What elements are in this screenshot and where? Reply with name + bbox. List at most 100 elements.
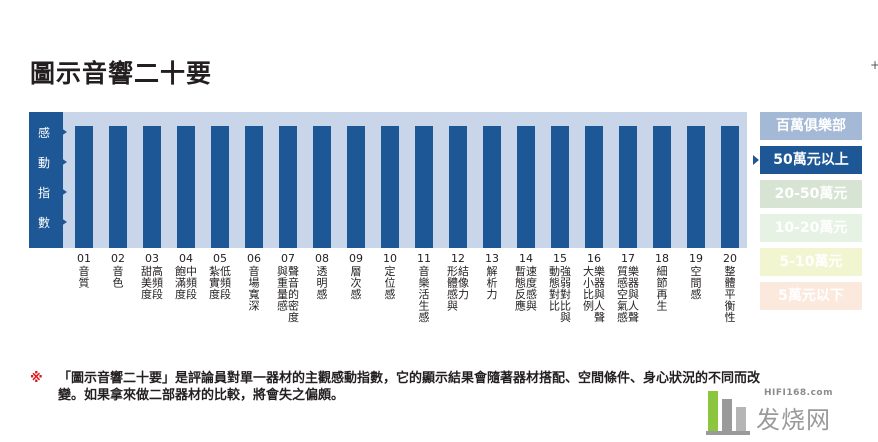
legend-item: 5-10萬元 bbox=[760, 248, 862, 276]
bar bbox=[687, 126, 705, 248]
category-label: 音質 bbox=[79, 264, 90, 290]
bar bbox=[619, 126, 637, 248]
category-number: 12 bbox=[451, 252, 465, 265]
y-axis-label-char: 數 bbox=[38, 216, 50, 230]
watermark: HIFI168.com 发烧网 bbox=[706, 385, 876, 440]
category-number: 04 bbox=[179, 252, 193, 265]
category-label: 暫態反應 bbox=[515, 264, 526, 313]
category-number: 13 bbox=[485, 252, 499, 265]
category-label: 樂器與人聲 bbox=[628, 264, 639, 324]
bar bbox=[279, 126, 297, 248]
bar bbox=[483, 126, 501, 248]
category-number: 10 bbox=[383, 252, 397, 265]
category-number: 19 bbox=[689, 252, 703, 265]
legend-active-marker-icon bbox=[753, 155, 759, 165]
category-number: 16 bbox=[587, 252, 601, 265]
category-label: 大小比例 bbox=[583, 264, 594, 313]
y-axis-label-char: 感 bbox=[38, 125, 50, 140]
category-label: 低頻段 bbox=[220, 265, 231, 301]
page-title: 圖示音響二十要 bbox=[30, 59, 213, 88]
bar bbox=[653, 126, 671, 248]
category-number: 15 bbox=[553, 252, 567, 265]
category-label: 動態對比 bbox=[549, 264, 560, 313]
legend: 百萬俱樂部 50萬元以上 20-50萬元 10-20萬元 5-10萬元 5萬元以下 bbox=[753, 112, 862, 316]
category-number: 17 bbox=[621, 252, 635, 265]
footnote-text: 「圖示音響二十要」是評論員對單一器材的主觀感動指數，它的顯示結果會隨著器材搭配、… bbox=[58, 371, 761, 403]
category-label: 中頻段 bbox=[186, 265, 197, 301]
category-number: 20 bbox=[723, 252, 737, 265]
category-number: 09 bbox=[349, 252, 363, 265]
bar bbox=[449, 126, 467, 248]
category-label: 透明感 bbox=[317, 265, 328, 301]
category-number: 02 bbox=[111, 252, 125, 265]
category-label: 層次感 bbox=[351, 265, 362, 301]
legend-label: 5萬元以下 bbox=[778, 288, 844, 304]
legend-item: 50萬元以上 bbox=[753, 146, 862, 174]
bar bbox=[109, 126, 127, 248]
category-number: 07 bbox=[281, 252, 295, 265]
category-label: 形體感與 bbox=[447, 265, 458, 313]
bar bbox=[415, 126, 433, 248]
watermark-url: HIFI168.com bbox=[764, 388, 833, 398]
y-axis-tick-arrow bbox=[61, 128, 67, 136]
bar bbox=[143, 126, 161, 248]
legend-label: 20-50萬元 bbox=[774, 186, 848, 202]
category-number: 05 bbox=[213, 252, 227, 265]
bar bbox=[721, 126, 739, 248]
category-label: 速度感與 bbox=[526, 265, 537, 313]
category-number: 14 bbox=[519, 252, 533, 265]
legend-item: 20-50萬元 bbox=[760, 180, 862, 208]
category-label: 高頻段 bbox=[152, 264, 163, 301]
note-mark-icon: ※ bbox=[30, 371, 43, 386]
category-number: 01 bbox=[77, 252, 91, 265]
y-axis-label-char: 指 bbox=[38, 185, 50, 200]
y-axis-band bbox=[29, 112, 63, 248]
watermark-text: 发烧网 bbox=[756, 406, 831, 434]
category-label: 飽滿度 bbox=[175, 264, 186, 301]
category-label: 細節再生 bbox=[657, 265, 668, 313]
category-label: 甜美度 bbox=[141, 265, 152, 301]
bar bbox=[313, 126, 331, 248]
legend-label: 50萬元以上 bbox=[773, 152, 849, 168]
category-label: 音場寬深 bbox=[249, 264, 260, 313]
bar bbox=[551, 126, 569, 248]
category-label: 音色 bbox=[113, 264, 124, 290]
bar bbox=[75, 126, 93, 248]
category-label: 強弱對比與 bbox=[560, 265, 571, 324]
y-axis-tick-arrow bbox=[61, 188, 67, 196]
legend-item: 5萬元以下 bbox=[760, 282, 862, 310]
category-number: 11 bbox=[417, 252, 431, 265]
legend-item: 百萬俱樂部 bbox=[760, 112, 862, 140]
edge-mark: + bbox=[870, 58, 878, 72]
category-number: 03 bbox=[145, 252, 159, 265]
y-axis: 感動指數 bbox=[29, 112, 67, 248]
legend-label: 百萬俱樂部 bbox=[776, 118, 846, 134]
y-axis-tick-arrow bbox=[61, 218, 67, 226]
category-number: 08 bbox=[315, 252, 329, 265]
y-axis-label-char: 動 bbox=[38, 156, 50, 170]
category-label: 空間感 bbox=[691, 264, 702, 301]
y-axis-tick-arrow bbox=[61, 158, 67, 166]
legend-label: 10-20萬元 bbox=[774, 220, 848, 236]
category-label: 整體平衡性 bbox=[725, 264, 736, 324]
category-label: 定位感 bbox=[385, 264, 396, 301]
bar bbox=[585, 126, 603, 248]
bar bbox=[245, 126, 263, 248]
bar bbox=[347, 126, 365, 248]
bar bbox=[381, 126, 399, 248]
bar bbox=[177, 126, 195, 248]
category-label: 聲音的密度 bbox=[288, 264, 299, 324]
bar-chart: 感動指數 01音質02音色03高頻段甜美度04中頻段飽滿度05低頻段紮實度06音… bbox=[29, 112, 747, 324]
category-label: 紮實度 bbox=[209, 264, 220, 301]
bars bbox=[75, 126, 739, 248]
bar bbox=[211, 126, 229, 248]
category-label: 音樂活生感 bbox=[419, 264, 430, 324]
category-number: 06 bbox=[247, 252, 261, 265]
footnote: ※ 「圖示音響二十要」是評論員對單一器材的主觀感動指數，它的顯示結果會隨著器材搭… bbox=[30, 370, 765, 404]
watermark-logo-icon bbox=[706, 391, 750, 435]
category-label: 樂器與人聲 bbox=[594, 264, 605, 324]
category-label: 質感空氣感 bbox=[617, 264, 628, 324]
category-number: 18 bbox=[655, 252, 669, 265]
bar bbox=[517, 126, 535, 248]
